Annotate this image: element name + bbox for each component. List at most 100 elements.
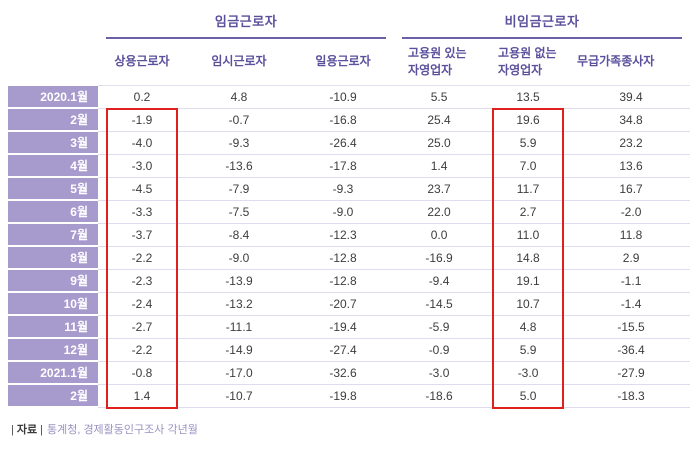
value-cell: 13.5	[484, 85, 573, 109]
source-note: | 자료 | 통계청, 경제활동인구조사 각년월	[11, 421, 700, 437]
value-cell: -17.0	[186, 361, 292, 385]
table-row: 4월 -3.0 -13.6 -17.8 1.4 7.0 13.6	[8, 154, 691, 178]
value-cell: 25.4	[394, 108, 485, 132]
value-cell: 5.9	[484, 131, 573, 155]
source-bar: |	[40, 423, 43, 436]
column-header: 고용원 없는 자영업자	[484, 39, 573, 86]
table-row: 10월 -2.4 -13.2 -20.7 -14.5 10.7 -1.4	[8, 292, 691, 316]
value-cell: 23.2	[572, 131, 691, 155]
row-label: 2월	[8, 384, 98, 408]
value-cell: -9.3	[186, 131, 292, 155]
value-cell: 11.7	[484, 177, 573, 201]
value-cell: -0.9	[394, 338, 485, 362]
value-cell: -12.8	[292, 269, 395, 293]
table-row: 2020.1월 0.2 4.8 -10.9 5.5 13.5 39.4	[8, 85, 691, 109]
row-label: 3월	[8, 131, 98, 155]
value-cell: -3.0	[484, 361, 573, 385]
value-cell: -7.9	[186, 177, 292, 201]
value-cell: 11.8	[572, 223, 691, 247]
value-cell: -1.4	[572, 292, 691, 316]
row-label: 8월	[8, 246, 98, 270]
group-label: 임금근로자	[106, 8, 387, 39]
value-cell: -7.5	[186, 200, 292, 224]
value-cell: -9.3	[292, 177, 395, 201]
table-row: 12월 -2.2 -14.9 -27.4 -0.9 5.9 -36.4	[8, 338, 691, 362]
group-header-wage-workers: 임금근로자	[98, 8, 394, 39]
value-cell: 5.0	[484, 384, 573, 408]
column-header-row: 상용근로자 임시근로자 일용근로자 고용원 있는 자영업자 고용원 없는 자영업자 무급가…	[8, 39, 691, 86]
value-cell: 25.0	[394, 131, 485, 155]
value-cell: -3.3	[98, 200, 186, 224]
value-cell: -9.4	[394, 269, 485, 293]
value-cell: -14.9	[186, 338, 292, 362]
value-cell: -12.8	[292, 246, 395, 270]
value-cell: -13.9	[186, 269, 292, 293]
value-cell: -1.1	[572, 269, 691, 293]
value-cell: 14.8	[484, 246, 573, 270]
value-cell: 2.9	[572, 246, 691, 270]
value-cell: -17.8	[292, 154, 395, 178]
value-cell: -11.1	[186, 315, 292, 339]
value-cell: 22.0	[394, 200, 485, 224]
value-cell: -19.8	[292, 384, 395, 408]
row-label: 2월	[8, 108, 98, 132]
row-label: 10월	[8, 292, 98, 316]
table-row: 6월 -3.3 -7.5 -9.0 22.0 2.7 -2.0	[8, 200, 691, 224]
value-cell: -13.2	[186, 292, 292, 316]
value-cell: 1.4	[98, 384, 186, 408]
value-cell: -10.9	[292, 85, 395, 109]
column-header: 고용원 있는 자영업자	[394, 39, 485, 86]
value-cell: -2.4	[98, 292, 186, 316]
row-label: 5월	[8, 177, 98, 201]
value-cell: -0.7	[186, 108, 292, 132]
row-label: 4월	[8, 154, 98, 178]
value-cell: -32.6	[292, 361, 395, 385]
row-label: 11월	[8, 315, 98, 339]
column-header: 무급가족종사자	[572, 39, 691, 86]
corner-cell	[8, 39, 98, 86]
table-row: 9월 -2.3 -13.9 -12.8 -9.4 19.1 -1.1	[8, 269, 691, 293]
table-row: 2월 -1.9 -0.7 -16.8 25.4 19.6 34.8	[8, 108, 691, 132]
row-label: 2021.1월	[8, 361, 98, 385]
value-cell: -4.5	[98, 177, 186, 201]
group-header-nonwage-workers: 비임금근로자	[394, 8, 690, 39]
value-cell: -16.8	[292, 108, 395, 132]
value-cell: -2.2	[98, 338, 186, 362]
value-cell: 0.2	[98, 85, 186, 109]
value-cell: -16.9	[394, 246, 485, 270]
value-cell: 2.7	[484, 200, 573, 224]
value-cell: 0.0	[394, 223, 485, 247]
value-cell: 7.0	[484, 154, 573, 178]
value-cell: -1.9	[98, 108, 186, 132]
value-cell: -20.7	[292, 292, 395, 316]
value-cell: 16.7	[572, 177, 691, 201]
value-cell: 5.5	[394, 85, 485, 109]
value-cell: -3.7	[98, 223, 186, 247]
value-cell: -27.4	[292, 338, 395, 362]
value-cell: -10.7	[186, 384, 292, 408]
value-cell: -5.9	[394, 315, 485, 339]
source-text: 통계청, 경제활동인구조사 각년월	[46, 423, 198, 436]
employment-table: 임금근로자 비임금근로자 상용근로자 임시근로자 일용근로자 고용원 있는 자영업자 고…	[8, 8, 691, 409]
table-row: 8월 -2.2 -9.0 -12.8 -16.9 14.8 2.9	[8, 246, 691, 270]
value-cell: -27.9	[572, 361, 691, 385]
value-cell: -4.0	[98, 131, 186, 155]
value-cell: -12.3	[292, 223, 395, 247]
value-cell: 10.7	[484, 292, 573, 316]
row-label: 12월	[8, 338, 98, 362]
value-cell: 11.0	[484, 223, 573, 247]
source-bar: |	[11, 423, 14, 436]
value-cell: -19.4	[292, 315, 395, 339]
row-label: 7월	[8, 223, 98, 247]
value-cell: -0.8	[98, 361, 186, 385]
data-table: 임금근로자 비임금근로자 상용근로자 임시근로자 일용근로자 고용원 있는 자영업자 고…	[8, 8, 691, 408]
value-cell: -8.4	[186, 223, 292, 247]
table-row: 2021.1월 -0.8 -17.0 -32.6 -3.0 -3.0 -27.9	[8, 361, 691, 385]
group-header-row: 임금근로자 비임금근로자	[8, 8, 690, 39]
value-cell: -13.6	[186, 154, 292, 178]
value-cell: -3.0	[394, 361, 485, 385]
row-label: 9월	[8, 269, 98, 293]
table-row: 5월 -4.5 -7.9 -9.3 23.7 11.7 16.7	[8, 177, 691, 201]
column-header: 일용근로자	[292, 39, 395, 86]
